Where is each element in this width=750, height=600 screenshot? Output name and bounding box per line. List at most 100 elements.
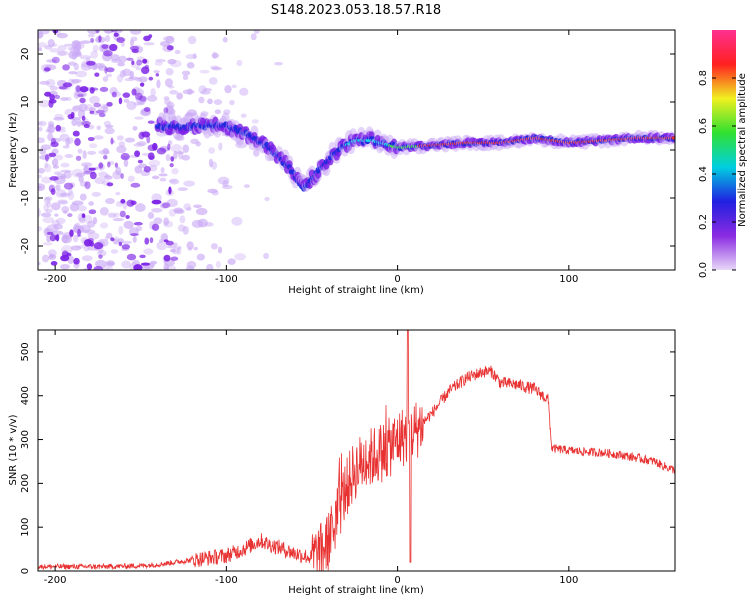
spectrum-purple-blob: [142, 58, 148, 64]
spectrum-noise-blob: [40, 212, 52, 218]
spectrum-purple-blob: [83, 170, 93, 175]
spectrum-noise-blob: [67, 137, 74, 144]
spectrum-purple-blob: [81, 213, 86, 219]
spectrum-noise-blob: [59, 192, 70, 197]
spectrum-noise-blob: [173, 242, 178, 247]
spectrum-noise-blob: [123, 220, 134, 229]
spectrum-purple-blob: [67, 213, 73, 218]
spectrum-purple-blob: [51, 56, 60, 64]
spectrum-noise-blob: [44, 196, 53, 201]
spectrum-purple-blob: [143, 166, 151, 173]
spectrum-noise-blob: [153, 70, 160, 74]
spectrum-noise-blob: [62, 210, 68, 215]
spectrum-noise-blob: [68, 187, 73, 196]
spectrum-noise-blob: [104, 236, 109, 241]
spectrum-noise-blob: [208, 77, 218, 85]
x-tick-label: -200: [44, 274, 67, 285]
spectrum-noise-blob: [202, 87, 213, 92]
spectrum-purple-blob: [147, 152, 155, 161]
spectrum-noise-blob: [182, 225, 189, 235]
spectrum-noise-blob: [105, 260, 116, 267]
spectrum-noise-blob: [105, 232, 113, 239]
spectrum-noise-blob: [42, 242, 53, 246]
spectrum-noise-blob: [46, 59, 57, 63]
spectrum-purple-blob: [88, 167, 96, 171]
spectrum-noise-blob: [151, 207, 163, 213]
spectrum-noise-blob: [65, 137, 70, 147]
spectrum-purple-blob: [55, 124, 62, 132]
spectrum-noise-blob: [82, 150, 87, 160]
spectrum-noise-blob: [191, 219, 204, 228]
spectrum-noise-blob: [158, 238, 164, 243]
spectrum-noise-blob: [135, 203, 146, 212]
spectrum-purple-blob: [119, 210, 126, 218]
spectrum-noise-blob: [215, 261, 221, 269]
figure-title: S148.2023.053.18.57.R18: [271, 3, 441, 18]
spectrum-purple-blob: [147, 144, 157, 152]
spectrum-noise-blob: [56, 50, 67, 56]
y-tick-label: 0: [20, 147, 31, 153]
spectrum-purple-blob: [86, 60, 96, 66]
spectrum-purple-blob: [50, 261, 58, 266]
spectrum-noise-blob: [210, 65, 220, 70]
spectrum-noise-blob: [80, 40, 91, 44]
spectrum-noise-blob: [124, 137, 136, 143]
spectrum-noise-blob: [78, 216, 86, 224]
spectrum-noise-blob: [78, 175, 84, 183]
spectrum-noise-blob: [38, 174, 43, 179]
spectrum-purple-blob: [111, 91, 117, 98]
spectrum-noise-blob: [124, 77, 136, 82]
spectrum-noise-blob: [181, 70, 191, 76]
spectrum-purple-blob: [103, 50, 113, 57]
spectrum-noise-blob: [227, 258, 236, 265]
spectrum-purple-blob: [121, 244, 131, 250]
spectrum-noise-blob: [54, 213, 59, 217]
spectrum-noise-blob: [38, 167, 45, 174]
spectrum-noise-blob: [155, 59, 166, 63]
spectrum-noise-blob: [173, 150, 178, 160]
spectrum-noise-blob: [174, 49, 181, 55]
spectrum-purple-blob: [125, 215, 130, 219]
spectrum-noise-blob: [73, 90, 80, 99]
spectrum-noise-blob: [38, 261, 41, 266]
ridge-core: [671, 136, 675, 140]
spectrum-purple-blob: [138, 131, 145, 140]
spectrum-purple-blob: [49, 94, 56, 101]
spectrum-noise-blob: [94, 62, 106, 69]
spectrum-purple-blob: [114, 162, 119, 168]
spectrum-noise-blob: [134, 116, 144, 120]
spectrum-purple-blob: [103, 155, 108, 160]
snr-y-label: SNR (10 * v/v): [8, 414, 19, 485]
spectrum-noise-blob: [104, 30, 113, 34]
spectrum-purple-blob: [98, 112, 106, 118]
spectrum-noise-blob: [55, 184, 61, 191]
spectrum-purple-blob: [144, 237, 150, 245]
spectrum-noise-blob: [182, 74, 189, 80]
y-tick-label: 20: [20, 48, 31, 61]
y-tick-label: -20: [20, 238, 31, 254]
spectrum-purple-blob: [98, 162, 104, 169]
spectrum-noise-blob: [48, 254, 57, 260]
spectrum-noise-blob: [213, 99, 223, 105]
spectrum-noise-blob: [210, 243, 218, 250]
spectrum-noise-blob: [95, 259, 107, 268]
spectrum-noise-blob: [136, 141, 147, 146]
spectrum-purple-blob: [98, 35, 102, 43]
spectrum-purple-blob: [84, 181, 91, 190]
spectrum-noise-blob: [112, 217, 125, 222]
spectrum-purple-blob: [131, 48, 139, 54]
spectrum-noise-blob: [88, 143, 98, 149]
spectrum-noise-blob: [67, 61, 77, 66]
spectrum-purple-blob: [88, 209, 97, 215]
spectrum-noise-blob: [103, 175, 113, 180]
spectrum-noise-blob: [162, 36, 174, 42]
spectrum-noise-blob: [253, 30, 260, 34]
spectrum-noise-blob: [105, 197, 115, 205]
spectrum-noise-blob: [100, 222, 108, 229]
spectrum-purple-blob: [143, 107, 151, 113]
spectrum-noise-blob: [72, 234, 79, 243]
spectrum-noise-blob: [148, 164, 158, 172]
colorbar-label: Normalized spectral amplitude: [737, 73, 748, 227]
spectrum-noise-blob: [214, 109, 222, 115]
spectrum-noise-blob: [159, 202, 168, 209]
